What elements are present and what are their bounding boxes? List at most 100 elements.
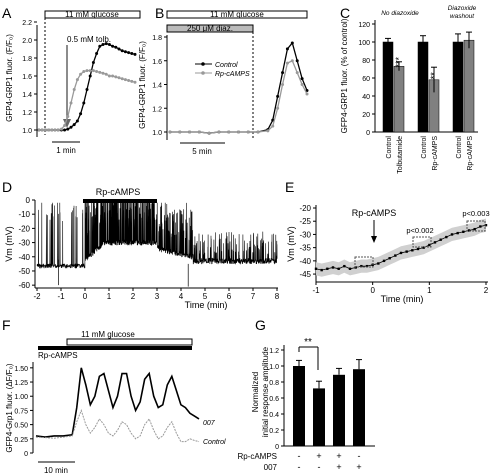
b-series-0-point-14 — [285, 47, 289, 51]
legend-marker-control — [201, 62, 205, 66]
c-ytick-label-1: 20 — [362, 112, 370, 119]
g-sign-1-0: - — [298, 462, 301, 472]
b-series-1-point-5 — [217, 130, 221, 134]
panel-b: 11 mM glucose 250 μM diaz. 1.0 1.2 1.4 1.6 1… — [138, 10, 309, 156]
a-ytick-label-2: 1.4 — [22, 92, 32, 99]
d-xtick-label-6: 4 — [179, 292, 184, 301]
d-ytick-label-2: -40 — [18, 253, 30, 262]
a-series-0-point-23 — [111, 44, 115, 48]
glucose-label-a: 11 mM glucose — [65, 10, 119, 19]
a-series-0-point-26 — [120, 49, 124, 53]
d-ytick-label-1: -50 — [18, 267, 30, 276]
a-series-1-point-21 — [104, 72, 108, 76]
a-series-1-point-2 — [43, 128, 47, 132]
legend-label-control: Control — [215, 62, 238, 69]
panel-letter-f: F — [2, 317, 11, 333]
a-series-1-point-20 — [101, 71, 105, 75]
a-series-1-line — [39, 69, 136, 131]
b-ytick-label-3: 1.6 — [152, 59, 162, 66]
a-series-0-point-13 — [79, 112, 83, 116]
a-series-1-point-4 — [50, 128, 54, 132]
b-series-0-point-16 — [295, 59, 299, 63]
e-ytick-label-3: -30 — [299, 230, 311, 239]
b-series-1-point-2 — [188, 130, 192, 134]
b-ytick-label-4: 1.8 — [152, 35, 162, 42]
d-ytick-label-5: -10 — [18, 210, 30, 219]
panel-a: 11 mM glucose 0.5 mM tolb. 1.0 1.2 1.4 1.6 1… — [5, 10, 141, 155]
b-series-0-point-17 — [300, 77, 304, 81]
glucose-label-f: 11 mM glucose — [81, 330, 135, 339]
g-ytick-label-0: 0 — [275, 444, 279, 451]
c-ytick-label-4: 80 — [362, 58, 370, 65]
b-series-1-point-0 — [168, 130, 172, 134]
c-significance-3: ** — [429, 72, 439, 80]
a-series-1-point-26 — [120, 77, 124, 81]
a-series-1-point-15 — [85, 69, 89, 73]
b-ytick-label-2: 1.4 — [152, 83, 162, 90]
a-series-0-point-29 — [130, 52, 134, 55]
scalebar-label-f: 10 min — [44, 466, 68, 475]
g-ytick-label-4: 0.8 — [269, 380, 279, 387]
g-sign-0-1: + — [316, 451, 321, 461]
b-series-1-point-6 — [227, 130, 231, 134]
a-series-0-point-16 — [88, 74, 92, 78]
c-category-label-5: Rp-cAMPS — [467, 136, 474, 171]
d-xtick-label-8: 6 — [227, 292, 232, 301]
panel-g: 0 0.2 0.4 0.6 0.8 1.0 1.2 Normalized initial r… — [237, 337, 375, 472]
panel-f: 11 mM glucose Rp-cAMPS 0 0.25 0.50 0.75 1.00… — [5, 330, 226, 475]
a-series-1-point-19 — [98, 70, 102, 74]
window-box-1 — [354, 256, 374, 268]
a-series-1-point-0 — [37, 128, 41, 132]
d-xtick-label-5: 3 — [155, 292, 160, 301]
glucose-label-b: 11 mM glucose — [210, 10, 264, 19]
ylabel-e: Vm (mV) — [286, 226, 296, 262]
f-series-0 — [35, 367, 200, 438]
a-series-1-point-11 — [72, 88, 76, 91]
a-series-0-point-20 — [101, 43, 105, 46]
a-series-0-point-12 — [75, 119, 79, 123]
d-xtick-label-0: -2 — [33, 292, 41, 301]
f-ytick-label-3: 0.75 — [14, 408, 28, 415]
g-ytick-label-6: 1.2 — [269, 348, 279, 355]
a-series-0-point-11 — [72, 123, 76, 127]
a-series-0-point-30 — [133, 52, 137, 56]
d-xtick-label-2: 0 — [83, 292, 88, 301]
e-xtick-label-0: -1 — [312, 286, 320, 295]
g-bar-2 — [333, 374, 345, 446]
d-ytick-label-0: -60 — [18, 281, 30, 290]
f-ytick-label-2: 0.50 — [14, 423, 28, 430]
g-ytick-label-3: 0.6 — [269, 396, 279, 403]
row-label-007: 007 — [264, 463, 278, 472]
b-series-1-point-12 — [276, 106, 280, 110]
b-series-1-point-9 — [256, 130, 260, 134]
ylabel-c: GFP4-GRP1 fluor. (% of control) — [340, 18, 349, 133]
rp-arrow-head-e — [371, 236, 377, 243]
tolb-arrow-head — [63, 119, 71, 128]
c-category-label-1: Tolbutamide — [397, 136, 404, 174]
a-series-1-point-3 — [47, 128, 51, 132]
d-ytick-label-3: -30 — [18, 239, 30, 248]
d-ytick-label-6: 0 — [26, 196, 31, 205]
d-xtick-label-4: 2 — [131, 292, 136, 301]
c-significance-1: *** — [394, 57, 404, 68]
ylabel-a: GFP4-GRP1 fluor. (F/F₀) — [5, 34, 14, 122]
a-series-1-point-24 — [114, 75, 118, 79]
a-series-1-point-9 — [66, 115, 70, 118]
significance-bracket-g — [298, 346, 319, 370]
b-series-0-point-13 — [281, 71, 285, 75]
a-series-1-point-30 — [133, 80, 137, 84]
c-category-label-3: Rp-cAMPS — [432, 136, 439, 171]
c-ytick-label-2: 40 — [362, 94, 370, 101]
g-ytick-label-1: 0.2 — [269, 428, 279, 435]
e-ytick-label-5: -20 — [299, 204, 311, 213]
a-series-1-point-16 — [88, 69, 92, 73]
a-series-0-point-17 — [91, 61, 95, 64]
d-xtick-label-3: 1 — [107, 292, 112, 301]
series-label-control: Control — [203, 439, 226, 446]
pvalue-1: p<0.002 — [406, 226, 433, 235]
a-series-1-point-18 — [95, 70, 99, 73]
c-ytick-label-5: 100 — [358, 40, 370, 47]
a-series-1-point-25 — [117, 76, 121, 80]
e-ytick-label-1: -40 — [299, 257, 311, 266]
panel-letter-d: D — [2, 179, 12, 195]
